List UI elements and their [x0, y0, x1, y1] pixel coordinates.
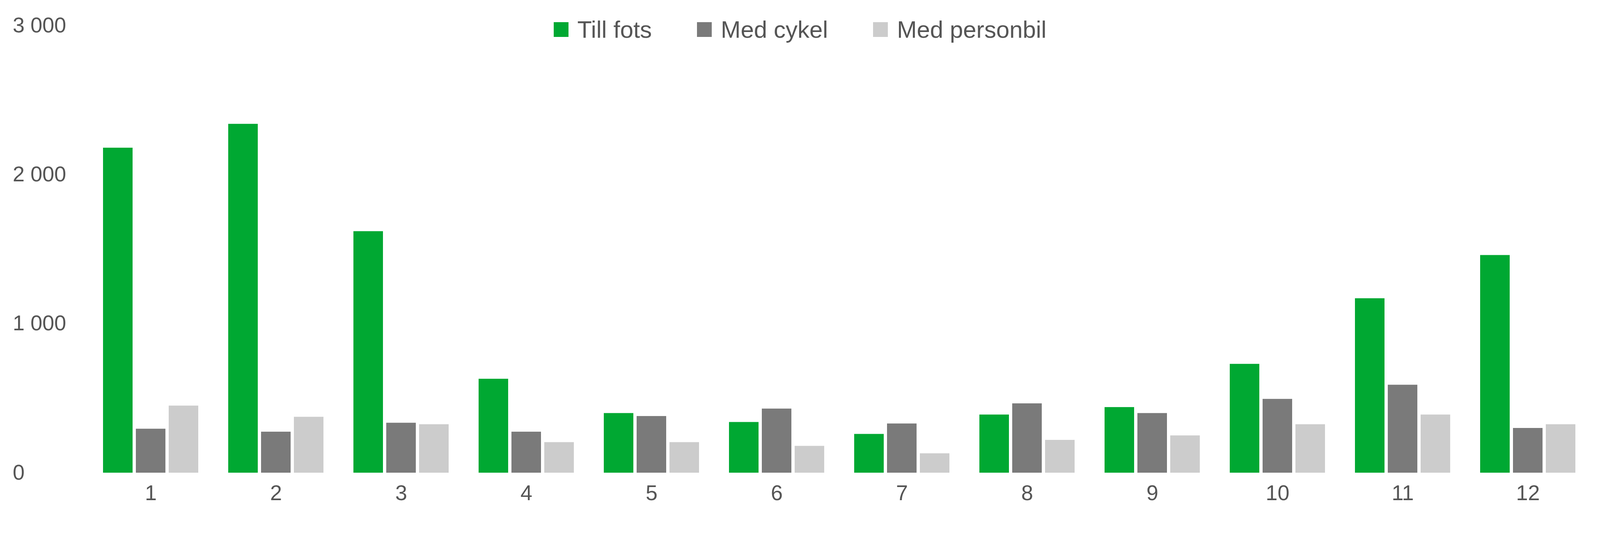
svg-text:2: 2 [270, 481, 282, 505]
svg-text:10: 10 [1265, 481, 1290, 505]
svg-text:5: 5 [645, 481, 658, 505]
svg-text:6: 6 [770, 481, 783, 505]
html-text:Med cykel: Med cykel [720, 16, 828, 43]
svg-text:0: 0 [12, 460, 25, 485]
svg-text:1 000: 1 000 [12, 311, 67, 335]
svg-text:3 000: 3 000 [12, 13, 67, 37]
html-text:Till fots: Till fots [577, 16, 652, 43]
svg-text:12: 12 [1516, 481, 1541, 505]
svg-text:2 000: 2 000 [12, 162, 67, 186]
svg-text:3: 3 [395, 481, 408, 505]
svg-text:11: 11 [1391, 481, 1415, 505]
svg-text:7: 7 [896, 481, 908, 505]
svg-text:1: 1 [144, 481, 157, 505]
svg-text:4: 4 [520, 481, 533, 505]
html-text:Med personbil: Med personbil [896, 16, 1047, 43]
svg-text:9: 9 [1146, 481, 1159, 505]
svg-text:8: 8 [1021, 481, 1034, 505]
